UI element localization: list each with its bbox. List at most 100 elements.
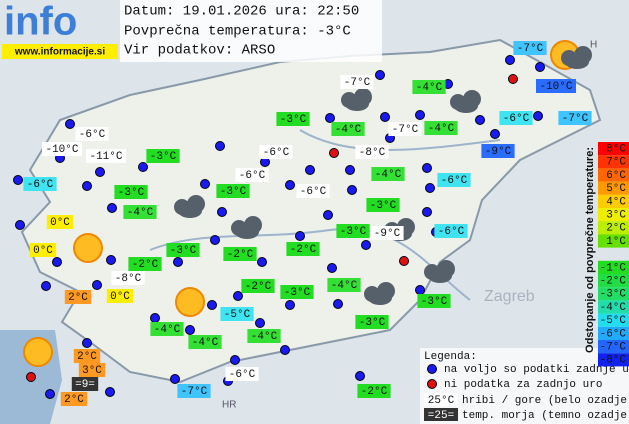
station-dot [255, 318, 265, 328]
station-label: -6°C [300, 186, 327, 198]
station-dot [107, 203, 117, 213]
legend-text: na voljo so podatki zadnje ure [444, 364, 629, 376]
station-label-bg [247, 329, 281, 343]
station-dot [230, 355, 240, 365]
station-dot [138, 162, 148, 172]
station-label: -3°C [280, 114, 307, 126]
scale-label: -3°C [600, 289, 627, 301]
station-dot [305, 165, 315, 175]
scale-swatch [598, 313, 629, 327]
station-label: -4°C [154, 324, 181, 336]
station-label: -3°C [370, 200, 397, 212]
scale-swatch [598, 155, 629, 169]
station-label-bg [220, 307, 254, 321]
cloud [574, 46, 592, 64]
station-dot [533, 111, 543, 121]
scale-swatch [598, 168, 629, 182]
station-label-bg [412, 80, 446, 94]
scale-label: -1°C [600, 262, 627, 274]
station-dot [375, 70, 385, 80]
station-dot [295, 231, 305, 241]
header-box [120, 0, 382, 62]
station-label: -3°C [284, 287, 311, 299]
scale-label: -6°C [600, 328, 627, 340]
station-label: -4°C [251, 331, 278, 343]
scale-swatch [598, 234, 629, 248]
station-label-bg [106, 289, 134, 303]
cloud [231, 220, 247, 236]
sun [175, 287, 205, 317]
station-label: -6°C [263, 147, 290, 159]
sun [73, 233, 103, 263]
header-average: Povprečna temperatura: -3°C [124, 24, 351, 40]
logo-url: www.informacije.si [14, 47, 105, 58]
station-label: -4°C [127, 207, 154, 219]
station-label: -3°C [150, 151, 177, 163]
station-label-bg [366, 198, 400, 212]
scale-label: 1°C [606, 236, 626, 248]
scale-label: 4°C [606, 196, 626, 208]
station-label-bg [177, 384, 211, 398]
station-label: -7°C [344, 77, 371, 89]
station-label-bg [437, 173, 471, 187]
scale-swatch [598, 260, 629, 274]
scale-label: 6°C [606, 170, 626, 182]
station-dot [170, 374, 180, 384]
station-label: =9= [75, 379, 95, 391]
station-dot [422, 207, 432, 217]
station-label: -4°C [331, 280, 358, 292]
station-label: -2°C [361, 386, 388, 398]
station-label: -7°C [392, 124, 419, 136]
station-label-bg [241, 279, 275, 293]
station-dot [280, 345, 290, 355]
station-label: -7°C [562, 113, 589, 125]
scale-label: -8°C [600, 355, 627, 367]
station-label-bg [188, 335, 222, 349]
station-label-bg [371, 167, 405, 181]
station-dot [355, 371, 365, 381]
station-dot [361, 240, 371, 250]
scale-label: 2°C [606, 223, 626, 235]
station-label-bg [75, 127, 109, 141]
station-label: -4°C [416, 82, 443, 94]
city-label: Zagreb [484, 288, 535, 305]
scale-swatch [598, 181, 629, 195]
station-label: -6°C [79, 129, 106, 141]
station-label-bg [388, 122, 422, 136]
cloud [364, 286, 380, 302]
station-label: -10°C [45, 144, 78, 156]
station-dot [82, 338, 92, 348]
station-label-bg [73, 349, 101, 363]
scale-swatch [598, 221, 629, 235]
station-dot [217, 207, 227, 217]
station-label: -6°C [438, 226, 465, 238]
station-label-bg [235, 168, 269, 182]
scale-swatch [598, 194, 629, 208]
scale-label: 5°C [606, 183, 626, 195]
station-label-bg [481, 144, 515, 158]
station-label: -8°C [115, 273, 142, 285]
scale-swatch [598, 340, 629, 354]
station-dot [325, 113, 335, 123]
scale-label: -2°C [600, 276, 627, 288]
station-dot [490, 129, 500, 139]
station-dot [233, 291, 243, 301]
scale-label: -5°C [600, 315, 627, 327]
country-code: HR [222, 400, 236, 411]
station-label-bg [225, 367, 259, 381]
station-label-bg [146, 149, 180, 163]
scale-label: -4°C [600, 302, 627, 314]
station-label-bg [417, 294, 451, 308]
station-dot [15, 220, 25, 230]
station-dot [105, 387, 115, 397]
station-dot [200, 179, 210, 189]
station-dot [425, 183, 435, 193]
legend-title: Legenda: [424, 351, 477, 363]
station-dot [41, 281, 51, 291]
station-label: -6°C [239, 170, 266, 182]
station-label: -2°C [132, 259, 159, 271]
station-label: -7°C [181, 386, 208, 398]
station-label-bg [223, 247, 257, 261]
station-label-bg [331, 122, 365, 136]
river [299, 129, 501, 151]
